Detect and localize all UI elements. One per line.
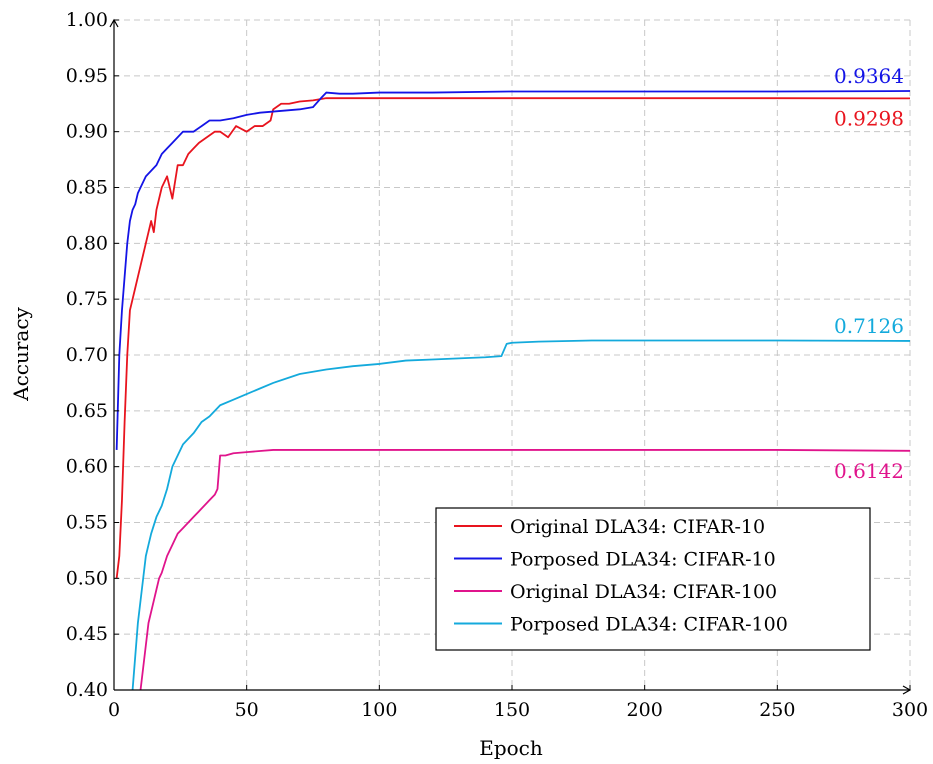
final-value-label: 0.9298: [834, 106, 904, 130]
x-axis-title: Epoch: [479, 736, 543, 760]
legend-entry: Original DLA34: CIFAR-10: [510, 516, 765, 538]
y-tick-label: 0.60: [66, 456, 108, 478]
y-tick-label: 0.50: [66, 567, 108, 589]
x-tick-label: 100: [361, 699, 397, 721]
axes: [109, 18, 912, 695]
series-line-3: [131, 339, 911, 691]
x-tick-label: 300: [892, 699, 928, 721]
annotations: 0.9364 0.9298 0.7126 0.6142: [834, 64, 904, 483]
y-axis-title: Accuracy: [9, 306, 33, 401]
y-tick-label: 0.75: [66, 288, 108, 310]
y-tick-label: 0.95: [66, 65, 108, 87]
tick-labels: 0 50 100 150 200 250 300 0.40 0.45 0.50 0.55 0.60 0.…: [66, 9, 928, 721]
y-tick-label: 0.85: [66, 177, 108, 199]
x-tick-label: 200: [627, 699, 663, 721]
legend-entry: Original DLA34: CIFAR-100: [510, 581, 777, 603]
legend-box: [435, 507, 871, 651]
series-line-2: [139, 449, 911, 691]
y-tick-label: 0.40: [66, 679, 108, 701]
final-value-label: 0.7126: [834, 314, 904, 338]
series-lines: [115, 90, 911, 691]
x-tick-label: 250: [759, 699, 795, 721]
x-tick-label: 150: [494, 699, 530, 721]
series-line-1: [115, 90, 911, 450]
y-tick-label: 0.90: [66, 121, 108, 143]
y-tick-label: 1.00: [66, 9, 108, 31]
final-value-label: 0.6142: [834, 459, 904, 483]
y-tick-label: 0.65: [66, 400, 108, 422]
y-tick-label: 0.45: [66, 623, 108, 645]
legend-entry: Porposed DLA34: CIFAR-10: [510, 549, 776, 571]
x-tick-label: 50: [235, 699, 259, 721]
legend-entry: Porposed DLA34: CIFAR-100: [510, 614, 788, 636]
y-tick-label: 0.70: [66, 344, 108, 366]
y-tick-label: 0.80: [66, 232, 108, 254]
y-tick-label: 0.55: [66, 512, 108, 534]
x-tick-label: 0: [108, 699, 120, 721]
legend: Original DLA34: CIFAR-10 Porposed DLA34: …: [435, 507, 871, 651]
final-value-label: 0.9364: [834, 64, 904, 88]
series-line-0: [115, 97, 911, 579]
